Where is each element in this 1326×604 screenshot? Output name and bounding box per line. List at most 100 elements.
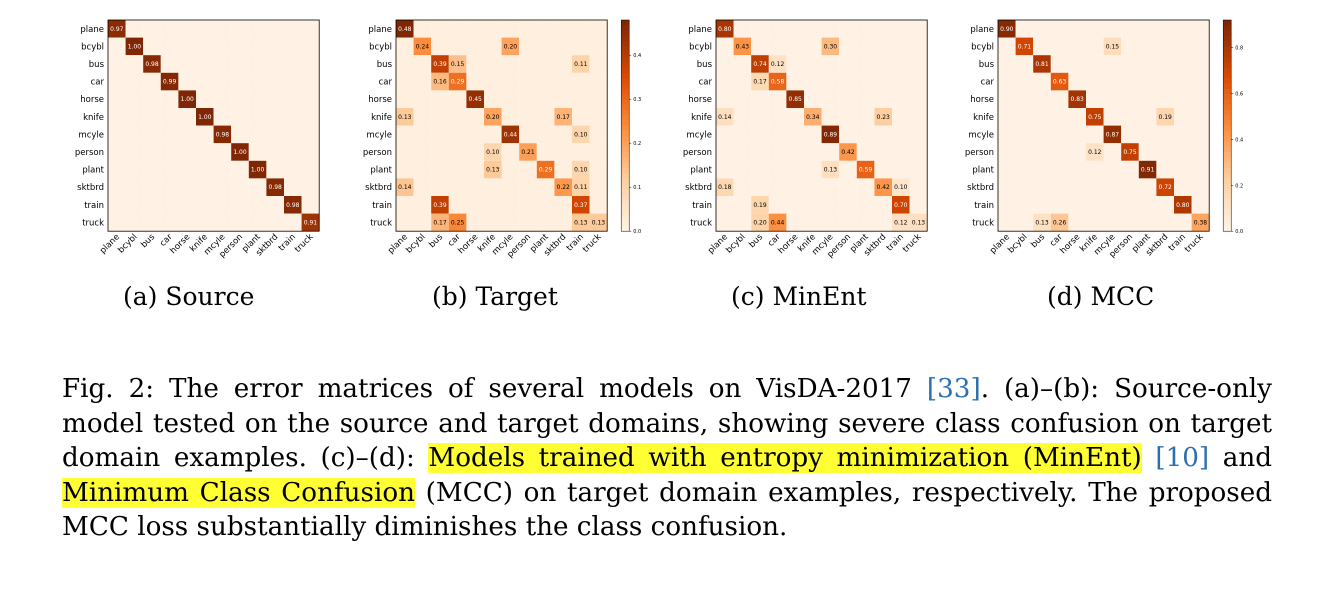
heatmap-cell	[396, 37, 414, 56]
colorbar-segment	[621, 225, 630, 232]
heatmap-cell	[804, 213, 822, 232]
cell-value-label: 0.13	[912, 219, 926, 226]
row-tick-label: truck	[82, 218, 104, 228]
colorbar-segment	[621, 141, 630, 148]
citation-link-33[interactable]: [33]	[926, 374, 981, 404]
matrix-frame	[395, 19, 608, 232]
row-tick-label: bcybl	[689, 42, 712, 52]
heatmap-cell	[856, 196, 875, 214]
heatmap-cell	[1068, 72, 1086, 91]
heatmap-cell	[589, 55, 608, 73]
figure-row: 0.97 1.00 0.98 0.99 1.00 1.00 0.98 1.00 1.00 0.98…	[75, 19, 1243, 311]
heatmap-cell	[484, 55, 502, 73]
colorbar-segment	[621, 104, 630, 111]
colorbar-segment	[621, 120, 630, 127]
heatmap-cell	[839, 196, 857, 214]
heatmap-cell	[1103, 37, 1122, 56]
colorbar-segment	[1223, 162, 1232, 169]
heatmap-cell	[536, 160, 555, 179]
colorbar-tick-label: 0.4	[1235, 137, 1243, 143]
colorbar-segment	[1223, 104, 1232, 111]
heatmap-cell	[501, 55, 520, 73]
heatmap-cell	[1156, 55, 1174, 73]
heatmap-cell	[856, 178, 875, 196]
heatmap-cell	[466, 178, 484, 196]
heatmap-cell	[160, 90, 179, 108]
caption-text-3	[1142, 443, 1156, 473]
heatmap-cell	[804, 143, 822, 161]
citation-link-10[interactable]: [10]	[1155, 443, 1210, 473]
cell-value-label: 0.12	[894, 219, 908, 226]
heatmap-cell	[733, 125, 752, 144]
heatmap-cell	[998, 108, 1016, 126]
row-tick-label: plant	[972, 166, 994, 176]
heatmap-cell	[196, 72, 214, 91]
heatmap-cell	[484, 160, 502, 179]
colorbar-segment	[621, 93, 630, 100]
heatmap-cell	[396, 143, 414, 161]
heatmap-cell	[1138, 108, 1157, 126]
heatmap-cell	[1050, 90, 1069, 108]
heatmap-cell	[284, 37, 302, 56]
heatmap-cell	[1156, 90, 1174, 108]
colorbar-segment	[1223, 183, 1232, 190]
cell-value-label: 0.87	[1106, 131, 1120, 138]
colorbar: 0.8 0.6 0.4 0.2 0.0	[1222, 19, 1243, 235]
heatmap-cell	[856, 20, 875, 38]
heatmap-cell	[1015, 20, 1034, 38]
heatmap-cell	[413, 37, 432, 56]
heatmap-cell	[1050, 20, 1069, 38]
heatmap-cell	[284, 90, 302, 108]
heatmap-cell	[1015, 108, 1034, 126]
cell-value-label: 0.23	[877, 114, 891, 121]
heatmap-cell	[1050, 72, 1069, 91]
heatmap-cell	[786, 143, 804, 161]
heatmap-cell	[1086, 143, 1104, 161]
heatmap-cell	[266, 196, 284, 214]
column-tick-label: plane	[988, 232, 1012, 256]
heatmap-cell	[536, 20, 555, 38]
column-tick-label: truck	[581, 232, 604, 255]
heatmap-cell	[804, 108, 822, 126]
heatmap-cell	[998, 196, 1016, 214]
heatmap-cell	[143, 72, 161, 91]
heatmap-cell	[178, 90, 196, 108]
heatmap-cell	[108, 160, 126, 179]
heatmap-cell	[160, 160, 179, 179]
heatmap-cell	[1156, 108, 1174, 126]
heatmap-cell	[998, 55, 1016, 73]
heatmap-cell	[1191, 196, 1210, 214]
heatmap-cell	[572, 196, 590, 214]
subcaption-minent: (c) MinEnt	[731, 282, 867, 311]
heatmap-cell	[431, 37, 449, 56]
cell-value-label: 0.16	[433, 79, 447, 86]
heatmap-cell	[413, 196, 432, 214]
heatmap-cell	[1138, 20, 1157, 38]
cell-value-label: 0.37	[574, 202, 588, 209]
heatmap-cell	[448, 55, 467, 73]
heatmap-cell	[1033, 125, 1051, 144]
heatmap-cell	[125, 160, 144, 179]
heatmap-cell	[266, 178, 284, 196]
heatmap-cell	[248, 72, 267, 91]
heatmap-cell	[178, 72, 196, 91]
heatmap-cell	[1050, 196, 1069, 214]
colorbar-segment	[621, 109, 630, 116]
heatmap-cell	[821, 55, 840, 73]
heatmap-cell	[751, 143, 769, 161]
heatmap-cell	[1068, 196, 1086, 214]
heatmap-cell	[501, 20, 520, 38]
heatmap-cell	[484, 213, 502, 232]
heatmap-cell	[733, 108, 752, 126]
figure-caption: Fig. 2: The error matrices of several mo…	[62, 372, 1272, 545]
cell-value-label: 0.19	[753, 202, 767, 209]
heatmap-cell	[1103, 213, 1122, 232]
cell-value-label: 0.63	[1053, 79, 1067, 86]
colorbar-tick-label: 0.1	[633, 185, 641, 191]
colorbar-segment	[1223, 93, 1232, 100]
cell-value-label: 0.15	[451, 61, 465, 68]
heatmap-cell	[1086, 196, 1104, 214]
subcaption-source: (a) Source	[123, 282, 255, 311]
heatmap-cell	[716, 108, 734, 126]
cell-value-label: 0.13	[1035, 219, 1049, 226]
